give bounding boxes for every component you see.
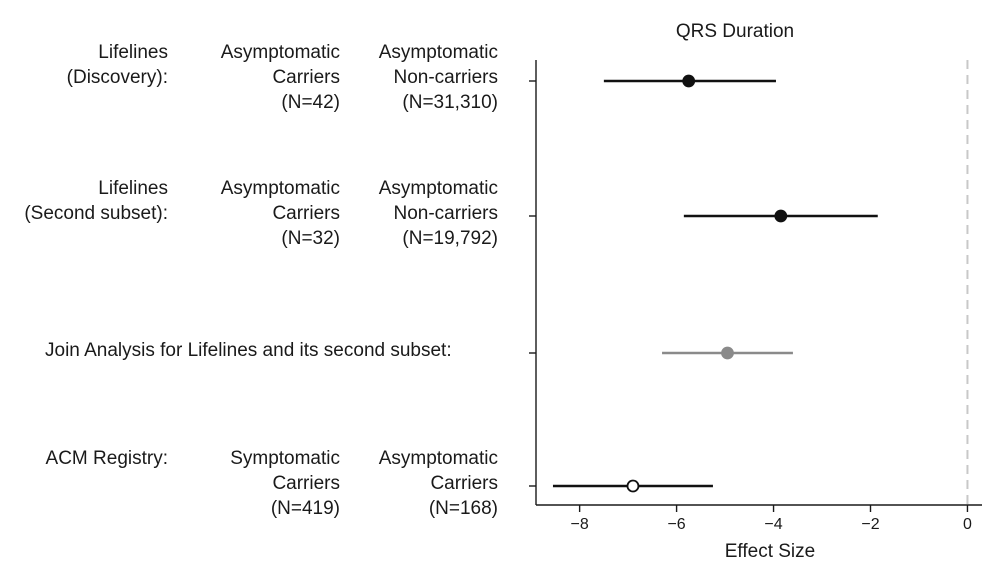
x-tick-label: −8 <box>571 516 589 533</box>
row-acm-registry-group2-label: Asymptomatic Carriers (N=168) <box>378 448 498 520</box>
row-acm-registry-study-label: ACM Registry: <box>45 448 168 469</box>
point-estimate <box>774 209 788 223</box>
row-second-subset-group1-label: Asymptomatic Carriers (N=32) <box>220 178 340 250</box>
x-tick-label: −6 <box>667 516 685 533</box>
plot-marks <box>552 74 878 493</box>
point-estimate <box>626 479 640 493</box>
point-estimate <box>682 74 696 88</box>
row-second-subset-study-label: Lifelines (Second subset): <box>24 178 168 225</box>
point-estimate <box>721 346 734 360</box>
row-second-subset-group2-label: Asymptomatic Non-carriers (N=19,792) <box>378 178 498 250</box>
x-tick-label: −2 <box>861 516 879 533</box>
axes: −8 −6 −4 −2 0 <box>529 60 982 533</box>
row-discovery-group2-label: Asymptomatic Non-carriers (N=31,310) <box>378 42 498 114</box>
row-discovery-study-label: Lifelines (Discovery): <box>66 42 168 89</box>
x-tick-label: −4 <box>764 516 782 533</box>
row-acm-registry-group1-label: Symptomatic Carriers (N=419) <box>230 448 340 520</box>
row-joint-analysis-label: Join Analysis for Lifelines and its seco… <box>45 340 452 361</box>
chart-title: QRS Duration <box>676 21 794 42</box>
row-discovery-group1-label: Asymptomatic Carriers (N=42) <box>220 42 340 114</box>
x-tick-label: 0 <box>963 516 972 533</box>
x-axis-label: Effect Size <box>725 541 815 562</box>
